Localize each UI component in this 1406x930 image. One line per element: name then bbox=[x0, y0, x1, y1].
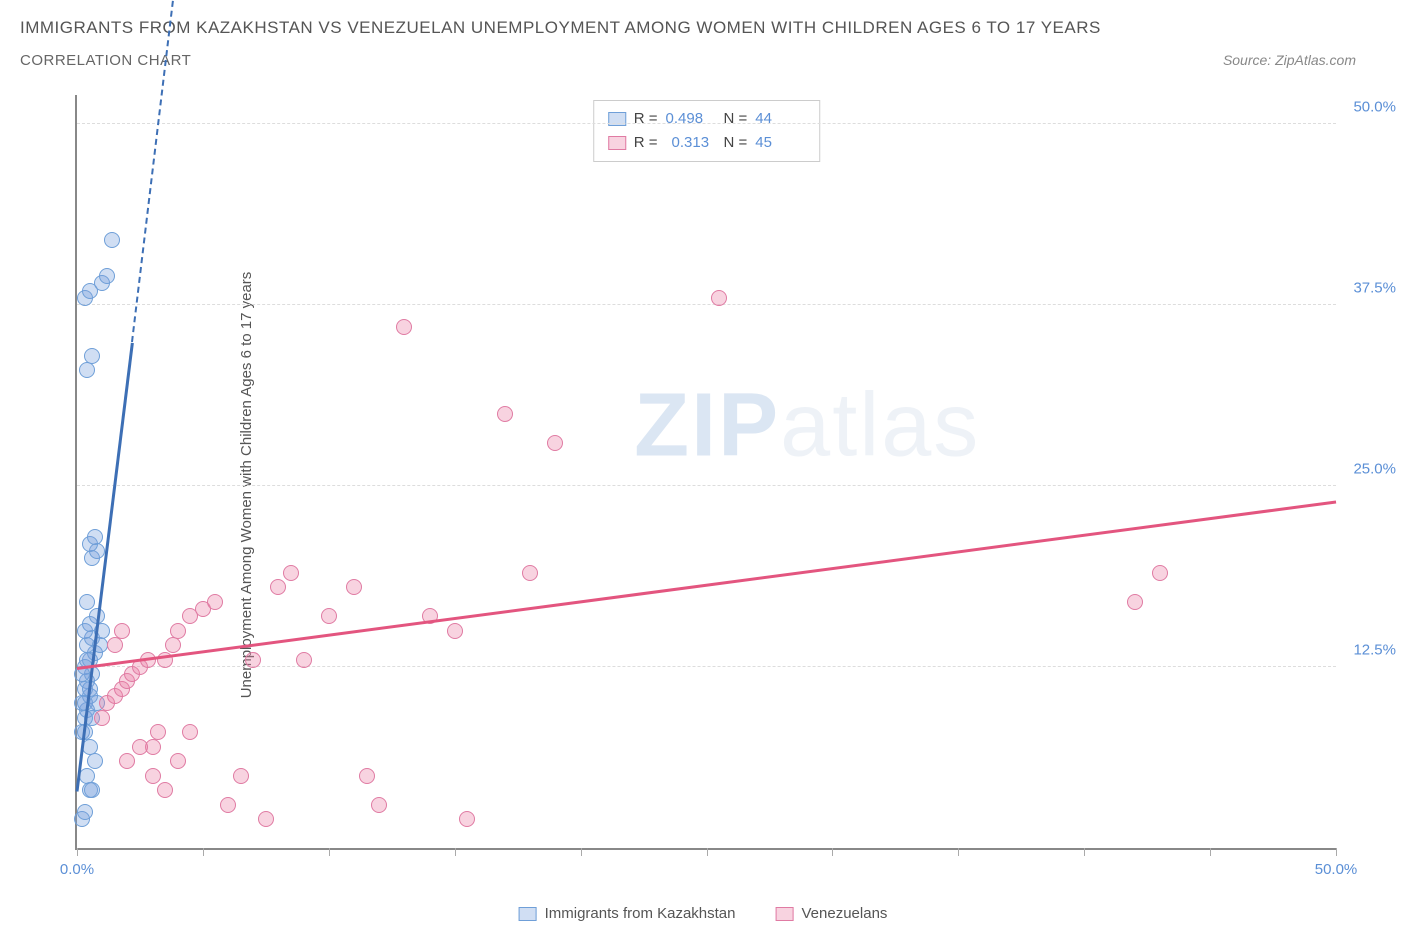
scatter-point bbox=[79, 594, 95, 610]
n-label-1: N = bbox=[724, 131, 748, 155]
chart-area: Unemployment Among Women with Children A… bbox=[45, 95, 1336, 875]
ytick-label: 12.5% bbox=[1353, 642, 1396, 659]
legend-label-0: Immigrants from Kazakhstan bbox=[545, 905, 736, 922]
scatter-point bbox=[99, 268, 115, 284]
legend-label-1: Venezuelans bbox=[802, 905, 888, 922]
gridline-h bbox=[77, 666, 1336, 667]
scatter-point bbox=[233, 768, 249, 784]
scatter-point bbox=[396, 319, 412, 335]
watermark: ZIPatlas bbox=[634, 375, 980, 478]
legend-swatch-1 bbox=[776, 907, 794, 921]
scatter-point bbox=[150, 724, 166, 740]
scatter-point bbox=[522, 565, 538, 581]
scatter-point bbox=[220, 797, 236, 813]
header: IMMIGRANTS FROM KAZAKHSTAN VS VENEZUELAN… bbox=[0, 0, 1406, 69]
scatter-point bbox=[104, 232, 120, 248]
xtick bbox=[832, 848, 833, 856]
scatter-point bbox=[711, 290, 727, 306]
scatter-point bbox=[459, 811, 475, 827]
ytick-label: 25.0% bbox=[1353, 460, 1396, 477]
scatter-point bbox=[258, 811, 274, 827]
legend-swatch-0 bbox=[519, 907, 537, 921]
scatter-point bbox=[1127, 594, 1143, 610]
scatter-point bbox=[270, 579, 286, 595]
ytick-label: 50.0% bbox=[1353, 98, 1396, 115]
scatter-point bbox=[207, 594, 223, 610]
watermark-bold: ZIP bbox=[634, 376, 780, 476]
ytick-label: 37.5% bbox=[1353, 279, 1396, 296]
source-label: Source: ZipAtlas.com bbox=[1223, 52, 1386, 68]
scatter-point bbox=[165, 637, 181, 653]
scatter-point bbox=[114, 623, 130, 639]
gridline-h bbox=[77, 123, 1336, 124]
r-value-1: 0.313 bbox=[666, 131, 716, 155]
xtick bbox=[77, 848, 78, 856]
xtick bbox=[958, 848, 959, 856]
plot-region: ZIPatlas R = 0.498 N = 44 R = 0.313 N = … bbox=[75, 95, 1336, 850]
scatter-point bbox=[283, 565, 299, 581]
legend-item-0: Immigrants from Kazakhstan bbox=[519, 905, 736, 922]
r-value-0: 0.498 bbox=[666, 107, 716, 131]
legend-item-1: Venezuelans bbox=[776, 905, 888, 922]
scatter-point bbox=[170, 753, 186, 769]
chart-title: IMMIGRANTS FROM KAZAKHSTAN VS VENEZUELAN… bbox=[20, 18, 1386, 38]
xtick-label: 50.0% bbox=[1315, 861, 1358, 878]
watermark-light: atlas bbox=[780, 376, 980, 476]
stats-row-0: R = 0.498 N = 44 bbox=[608, 107, 806, 131]
xtick-label: 0.0% bbox=[60, 861, 94, 878]
scatter-point bbox=[321, 608, 337, 624]
scatter-point bbox=[87, 529, 103, 545]
n-label-0: N = bbox=[724, 107, 748, 131]
xtick bbox=[203, 848, 204, 856]
scatter-point bbox=[170, 623, 186, 639]
bottom-legend: Immigrants from Kazakhstan Venezuelans bbox=[519, 905, 888, 922]
trend-line bbox=[77, 500, 1336, 670]
xtick bbox=[1336, 848, 1337, 856]
xtick bbox=[455, 848, 456, 856]
gridline-h bbox=[77, 304, 1336, 305]
scatter-point bbox=[1152, 565, 1168, 581]
scatter-point bbox=[547, 435, 563, 451]
scatter-point bbox=[87, 753, 103, 769]
scatter-point bbox=[79, 362, 95, 378]
scatter-point bbox=[245, 652, 261, 668]
scatter-point bbox=[94, 710, 110, 726]
scatter-point bbox=[145, 768, 161, 784]
scatter-point bbox=[84, 348, 100, 364]
scatter-point bbox=[132, 739, 148, 755]
xtick bbox=[1210, 848, 1211, 856]
stats-legend: R = 0.498 N = 44 R = 0.313 N = 45 bbox=[593, 100, 821, 162]
xtick bbox=[329, 848, 330, 856]
scatter-point bbox=[84, 782, 100, 798]
scatter-point bbox=[119, 753, 135, 769]
xtick bbox=[1084, 848, 1085, 856]
xtick bbox=[581, 848, 582, 856]
n-value-1: 45 bbox=[755, 131, 805, 155]
scatter-point bbox=[157, 782, 173, 798]
scatter-point bbox=[182, 724, 198, 740]
scatter-point bbox=[371, 797, 387, 813]
scatter-point bbox=[296, 652, 312, 668]
r-label-1: R = bbox=[634, 131, 658, 155]
r-label-0: R = bbox=[634, 107, 658, 131]
scatter-point bbox=[359, 768, 375, 784]
scatter-point bbox=[497, 406, 513, 422]
scatter-point bbox=[77, 804, 93, 820]
gridline-h bbox=[77, 485, 1336, 486]
stats-row-1: R = 0.313 N = 45 bbox=[608, 131, 806, 155]
scatter-point bbox=[107, 637, 123, 653]
subtitle-row: CORRELATION CHART Source: ZipAtlas.com bbox=[20, 52, 1386, 69]
scatter-point bbox=[447, 623, 463, 639]
xtick bbox=[707, 848, 708, 856]
n-value-0: 44 bbox=[755, 107, 805, 131]
swatch-1 bbox=[608, 136, 626, 150]
scatter-point bbox=[346, 579, 362, 595]
